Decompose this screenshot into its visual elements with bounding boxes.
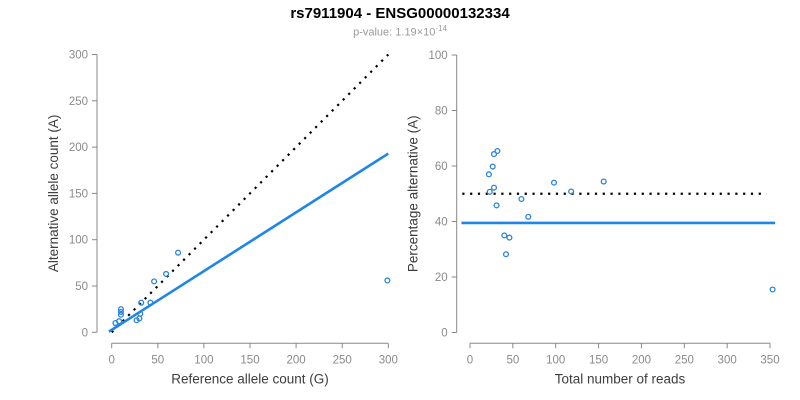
data-point — [137, 310, 144, 317]
data-point — [490, 184, 498, 191]
x-tick-label: 150 — [240, 354, 259, 366]
x-tick-label: 300 — [718, 354, 737, 366]
y-tick-label: 60 — [435, 161, 448, 173]
data-point — [147, 299, 154, 306]
data-point — [117, 311, 124, 318]
x-tick-label: 150 — [589, 354, 608, 366]
y-tick-label: 100 — [69, 235, 88, 247]
data-point — [116, 318, 123, 325]
identity-line — [110, 53, 390, 334]
y-tick-label: 40 — [435, 217, 448, 229]
fit-line — [108, 152, 389, 333]
data-point — [550, 179, 558, 186]
figure-subtitle: p-value: 1.19×10-14 — [0, 24, 800, 39]
x-tick-label: 50 — [506, 354, 519, 366]
data-point — [486, 188, 493, 195]
allele-count-scatter: 0 50 100 150 200 250 300 0 50 100 150 200 250 300 Refe… — [46, 50, 398, 387]
x-tick-label: 250 — [333, 354, 352, 366]
x-tick-label: 250 — [675, 354, 694, 366]
data-point — [506, 234, 513, 241]
y-tick-label: 200 — [69, 142, 88, 154]
data-point — [163, 270, 170, 278]
figure-title: rs7911904 - ENSG00000132334 — [290, 5, 510, 22]
x-tick-label: 100 — [194, 354, 213, 366]
data-point — [494, 147, 501, 155]
data-point — [138, 299, 145, 306]
p-value-text: p-value: 1.19×10 — [353, 26, 436, 39]
x-tick-label: 100 — [546, 354, 565, 366]
data-point — [518, 195, 525, 203]
y-tick-label: 20 — [435, 272, 448, 284]
y-axis-title: Percentage alternative (A) — [406, 115, 421, 272]
x-tick-label: 300 — [379, 354, 398, 366]
data-point — [175, 249, 182, 256]
data-point — [493, 202, 500, 209]
data-point — [489, 163, 496, 170]
y-tick-label: 100 — [429, 50, 448, 62]
x-tick-label: 0 — [108, 354, 114, 366]
data-point — [525, 213, 532, 220]
p-value-exponent: -14 — [435, 24, 447, 33]
y-axis-title: Alternative allele count (A) — [46, 115, 61, 273]
x-axis-title: Total number of reads — [555, 371, 686, 386]
x-axis-title: Reference allele count (G) — [171, 371, 329, 386]
data-point — [490, 151, 498, 158]
data-point — [600, 178, 607, 185]
x-tick-label: 200 — [287, 354, 306, 366]
data-point — [117, 308, 124, 315]
data-point — [501, 232, 508, 239]
data-point — [502, 251, 510, 258]
y-tick-label: 300 — [69, 50, 88, 62]
x-tick-label: 50 — [151, 354, 164, 366]
y-tick-label: 80 — [435, 106, 448, 118]
data-point — [117, 306, 124, 313]
data-point — [769, 286, 776, 293]
y-tick-label: 250 — [69, 96, 88, 108]
data-point — [568, 188, 575, 195]
data-point — [485, 171, 492, 178]
x-tick-label: 200 — [632, 354, 651, 366]
y-tick-label: 0 — [82, 327, 88, 339]
percentage-scatter: 0 20 40 60 80 100 0 50 100 150 200 250 300 350 Total n… — [406, 50, 780, 386]
x-tick-label: 350 — [760, 354, 779, 366]
x-tick-label: 0 — [467, 354, 473, 366]
data-point — [384, 277, 391, 284]
y-tick-label: 0 — [441, 328, 447, 340]
data-point — [151, 278, 158, 285]
y-tick-label: 50 — [75, 281, 88, 293]
y-tick-label: 150 — [69, 188, 88, 200]
